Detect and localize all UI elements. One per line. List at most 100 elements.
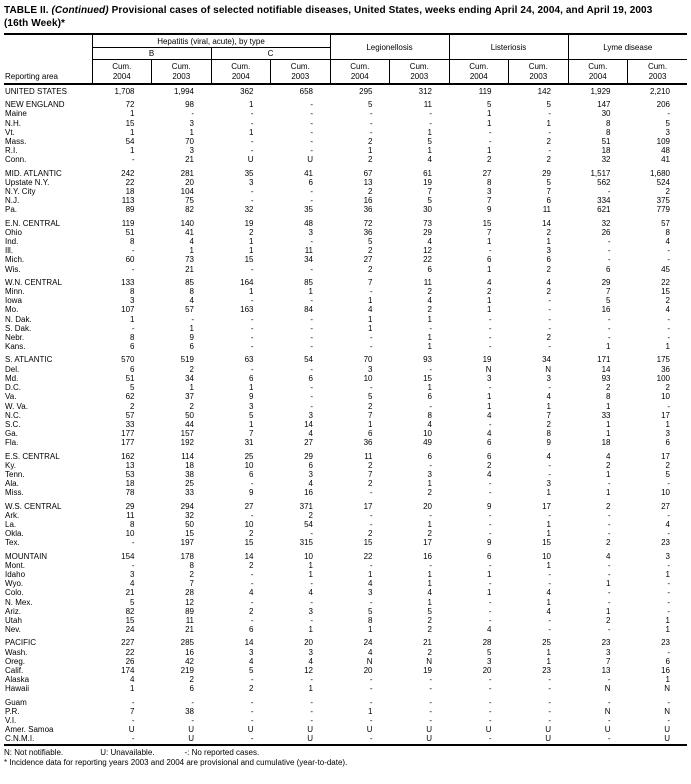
value-cell: - [667, 246, 670, 256]
title-text: Provisional cases of selected notifiable… [111, 5, 653, 16]
table-row: R.I. 1 3 - - 1 1 1 - 18 48 [4, 146, 687, 155]
value-cell: 21 [185, 625, 194, 635]
value-cell: 2 [665, 383, 670, 393]
table-row: PACIFIC 227 285 14 20 24 21 28 25 23 23 [4, 638, 687, 647]
value-cell: - [310, 615, 313, 625]
table-row: NEW ENGLAND 72 98 1 - 5 11 5 5 147 206 [4, 100, 687, 109]
value-cell: 1 [546, 519, 551, 529]
value-cell: - [667, 401, 670, 411]
value-cell: 26 [601, 227, 611, 237]
value-cell: - [369, 684, 373, 694]
value-cell: 33 [601, 410, 611, 420]
reporting-area-cell: UNITED STATES [5, 87, 67, 96]
value-cell: 32 [601, 155, 611, 165]
table-row: Wyo. 4 7 - - 4 1 - - 1 - [4, 579, 687, 588]
value-cell: 11 [185, 615, 194, 625]
reporting-area-cell: N.H. [5, 118, 21, 128]
value-cell: 4 [368, 579, 373, 589]
value-cell: 2 [606, 538, 611, 548]
value-cell: 57 [185, 305, 194, 315]
reporting-area-cell: W.N. CENTRAL [5, 277, 62, 287]
value-cell: 107 [121, 305, 135, 315]
table-row: Mich. 60 73 15 34 27 22 6 6 - - [4, 255, 687, 264]
value-cell: 2 [427, 529, 432, 539]
value-cell: - [488, 488, 492, 498]
value-cell: 1 [487, 569, 492, 579]
value-cell: 3 [487, 373, 492, 383]
value-cell: - [548, 615, 551, 625]
column-header-9-cum-2004: Cum. 2004 [567, 59, 628, 85]
value-cell: 6 [487, 438, 492, 448]
reporting-area-cell: Mass. [5, 137, 27, 147]
value-cell: 2 [368, 479, 373, 489]
value-cell: 18 [601, 438, 611, 448]
value-cell: - [607, 560, 611, 570]
value-cell: 60 [125, 255, 135, 265]
value-cell: 6 [308, 177, 313, 187]
reporting-area-cell: Iowa [5, 296, 22, 306]
value-cell: - [131, 716, 135, 725]
table-row: Ohio 51 41 2 3 36 29 7 2 26 8 [4, 228, 687, 237]
table-row: Amer. Samoa U U U U U U U U U U [4, 725, 687, 734]
value-cell: 85 [185, 277, 194, 287]
value-cell: 1,708 [114, 87, 135, 96]
value-cell: 5 [606, 296, 611, 306]
value-cell: 89 [125, 205, 135, 215]
value-cell: 2 [249, 529, 254, 539]
value-cell: U [664, 725, 670, 735]
value-cell: 8 [130, 237, 135, 247]
value-cell: - [250, 342, 254, 352]
value-cell: 2 [487, 460, 492, 470]
table-row: Conn. - 21 U U 2 4 2 2 32 41 [4, 155, 687, 164]
reporting-area-cell: R.I. [5, 146, 18, 156]
value-cell: - [667, 606, 670, 616]
value-cell: 2 [665, 296, 670, 306]
value-cell: 5 [249, 410, 254, 420]
value-cell: 19 [423, 177, 432, 187]
value-cell: 1,680 [649, 168, 670, 178]
value-cell: 4 [427, 419, 432, 429]
value-cell: 2 [189, 569, 194, 579]
value-cell: U [664, 734, 670, 744]
value-cell: 242 [121, 168, 135, 178]
value-cell: - [667, 647, 670, 657]
value-cell: 7 [546, 187, 551, 197]
value-cell: 12 [423, 246, 432, 256]
table-row: Ala. 18 25 - 4 2 1 - 3 - - [4, 479, 687, 488]
value-cell: 3 [665, 127, 670, 137]
value-cell: - [667, 479, 670, 489]
value-cell: 75 [185, 196, 194, 206]
value-cell: 1 [189, 383, 194, 393]
value-cell: - [191, 109, 194, 119]
value-cell: 315 [299, 538, 313, 548]
value-cell: 3 [546, 246, 551, 256]
value-cell: 375 [656, 196, 670, 206]
value-cell: 1 [189, 246, 194, 256]
value-cell: 22 [125, 647, 135, 657]
value-cell: 5 [487, 100, 492, 110]
value-cell: 2 [487, 155, 492, 165]
value-cell: 1 [665, 625, 670, 635]
value-cell: - [250, 296, 254, 306]
value-cell: 178 [180, 551, 194, 561]
value-cell: - [131, 697, 135, 707]
value-cell: 18 [125, 187, 135, 197]
value-cell: N [545, 364, 551, 374]
value-cell: 4 [487, 410, 492, 420]
value-cell: 2 [487, 287, 492, 297]
value-cell: 2 [606, 615, 611, 625]
value-cell: 1 [130, 146, 135, 156]
value-cell: 175 [656, 355, 670, 365]
value-cell: - [250, 569, 254, 579]
value-cell: 113 [121, 196, 135, 206]
value-cell: - [548, 510, 551, 520]
value-cell: - [667, 314, 670, 324]
value-cell: - [667, 579, 670, 589]
value-cell: 5 [368, 392, 373, 402]
value-cell: 3 [249, 177, 254, 187]
value-cell: 20 [423, 501, 432, 511]
value-cell: - [131, 155, 135, 165]
value-cell: - [607, 237, 611, 247]
value-cell: 4 [308, 656, 313, 666]
value-cell: 34 [185, 373, 194, 383]
